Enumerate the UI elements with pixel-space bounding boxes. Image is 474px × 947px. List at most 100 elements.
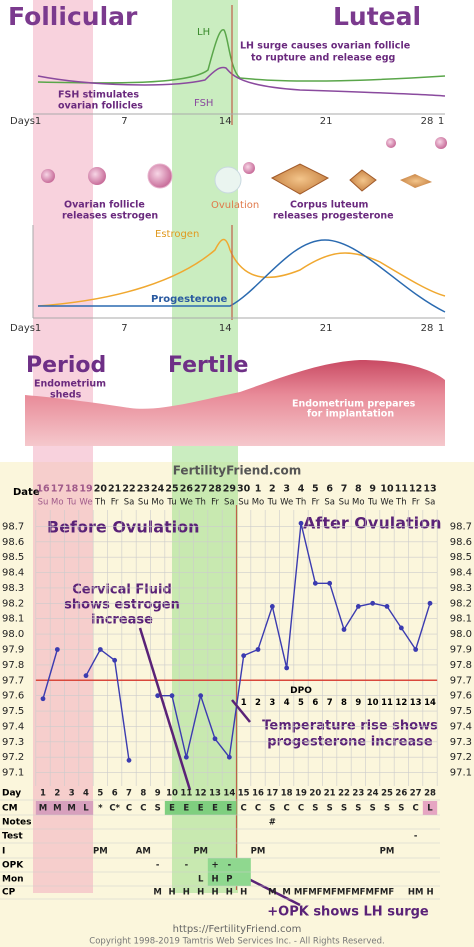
row-cell: S — [327, 804, 333, 814]
weekday: Th — [94, 498, 106, 508]
date: 13 — [423, 484, 436, 495]
row-cell: L — [198, 875, 204, 885]
row-cell: M — [67, 804, 75, 814]
row-cell: 2 — [54, 789, 60, 799]
y-tick-label: 98.0 — [2, 629, 24, 640]
row-cell: * — [98, 804, 103, 814]
date: 20 — [94, 484, 108, 495]
lh-note: LH surge causes ovarian follicle — [240, 41, 410, 52]
date: 4 — [298, 484, 305, 495]
copyright: Copyright 1998-2019 Tamtris Web Services… — [89, 937, 384, 947]
row-cell: M — [153, 888, 161, 898]
footer-url: https://FertilityFriend.com — [173, 924, 302, 935]
ovulation-label: Ovulation — [211, 200, 259, 211]
follicle — [214, 166, 242, 194]
row-cell: - — [185, 861, 189, 871]
row-cell: H — [240, 888, 247, 898]
y-tick-label: 97.1 — [2, 768, 24, 779]
row-cell: MF — [351, 888, 365, 898]
weekday: Su — [339, 498, 350, 508]
y-tick-label: 97.5 — [450, 706, 472, 717]
follicle-note: releases estrogen — [62, 211, 158, 222]
progesterone-label: Progesterone — [151, 294, 228, 305]
row-cell: M — [39, 804, 47, 814]
fsh-label: FSH — [194, 98, 213, 109]
row-cell: C — [140, 804, 146, 814]
weekday: Tu — [66, 498, 76, 508]
egg — [243, 162, 255, 174]
temperature-point — [255, 647, 261, 652]
date: 23 — [137, 484, 150, 495]
date: 7 — [341, 484, 348, 495]
endometrium — [25, 360, 445, 446]
row-cell: S — [341, 804, 347, 814]
row-cell: H — [211, 888, 218, 898]
estrogen-label: Estrogen — [155, 229, 199, 240]
dpo: 4 — [284, 698, 290, 708]
weekday: We — [380, 498, 393, 508]
row-cell: PM — [93, 847, 108, 857]
y-tick-label: 98.3 — [450, 583, 472, 594]
temperature-point — [183, 754, 189, 760]
row-cell: 3 — [69, 789, 75, 799]
dpo: 6 — [312, 698, 318, 708]
prepares-note: Endometrium prepares — [292, 399, 416, 410]
date: 26 — [180, 484, 194, 495]
day-tick: 28 — [421, 116, 434, 127]
row-cell: 17 — [266, 789, 278, 799]
y-tick-label: 97.9 — [450, 645, 472, 656]
weekday: Su — [38, 498, 49, 508]
temperature-point — [97, 647, 103, 652]
dpo: 11 — [381, 698, 393, 708]
date: 2 — [269, 484, 276, 495]
row-cell: 7 — [126, 789, 132, 799]
y-tick-label: 98.1 — [2, 614, 24, 625]
y-tick-label: 97.8 — [450, 660, 472, 671]
y-tick-label: 97.4 — [2, 721, 24, 732]
weekday: We — [79, 498, 92, 508]
row-cell: M — [53, 804, 61, 814]
weekday: Fr — [111, 498, 119, 508]
cell-bg — [35, 801, 94, 815]
weekday: Sa — [425, 498, 436, 508]
temperature-point — [398, 625, 404, 631]
row-cell: MF — [294, 888, 308, 898]
row-cell: 11 — [180, 789, 192, 799]
fsh-note: ovarian follicles — [58, 101, 143, 112]
date: 3 — [283, 484, 290, 495]
y-tick-label: 97.2 — [2, 752, 24, 763]
row-cell: 19 — [295, 789, 307, 799]
y-tick-label: 97.5 — [2, 706, 24, 717]
weekday: Th — [295, 498, 307, 508]
lh-label: LH — [197, 27, 210, 38]
fertile-label: Fertile — [168, 353, 248, 378]
row-cell: # — [269, 818, 276, 828]
temperature-point — [212, 736, 218, 742]
y-tick-label: 97.3 — [2, 737, 24, 748]
row-cell: 21 — [324, 789, 336, 799]
y-tick-label: 97.6 — [2, 691, 24, 702]
y-tick-label: 97.4 — [450, 721, 472, 732]
row-cell: H — [183, 888, 190, 898]
y-tick-label: 98.7 — [450, 521, 472, 532]
temperature-point — [54, 647, 60, 652]
y-tick-label: 98.2 — [2, 598, 24, 609]
weekday: Sa — [324, 498, 335, 508]
day-tick: 1 — [35, 323, 41, 334]
pointer — [231, 699, 251, 723]
day-tick: 28 — [421, 323, 434, 334]
dpo: 10 — [367, 698, 379, 708]
temperature-point — [355, 604, 361, 609]
dpo: 13 — [410, 698, 422, 708]
date: 17 — [51, 484, 64, 495]
row-cell: S — [269, 804, 275, 814]
row-cell: PM — [251, 847, 266, 857]
row-cell: MF — [366, 888, 380, 898]
date: 28 — [208, 484, 222, 495]
weekday: Fr — [211, 498, 219, 508]
weekday: Th — [194, 498, 206, 508]
row-cell: PM — [193, 847, 208, 857]
corpus-note: Corpus luteum — [290, 200, 368, 211]
y-tick-label: 97.3 — [450, 737, 472, 748]
dpo: 5 — [298, 698, 304, 708]
